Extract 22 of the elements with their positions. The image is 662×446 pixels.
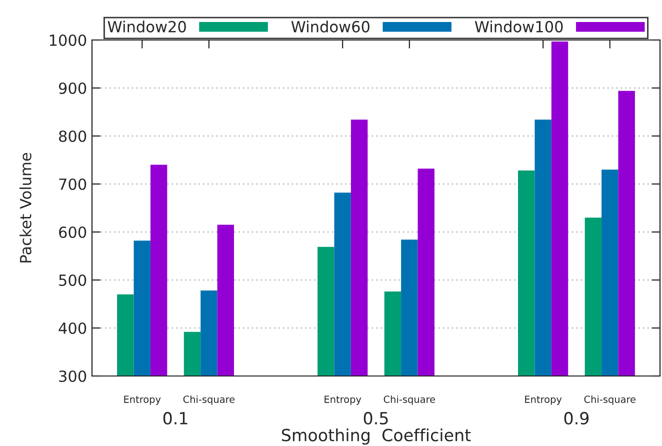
y-tick-label: 700	[59, 178, 86, 190]
y-tick-label: 300	[59, 370, 86, 382]
y-tick-label: 800	[59, 130, 86, 142]
x-tick-label: Entropy	[324, 396, 362, 405]
y-tick-label: 500	[59, 274, 86, 286]
legend-label: Window100	[474, 20, 563, 32]
x-tick-label: Chi-square	[183, 395, 235, 405]
text: 0.9	[564, 412, 589, 425]
y-axis-title: Packet Volume	[20, 152, 32, 262]
x-tick-label: Entropy	[124, 396, 161, 405]
text: 0.5	[364, 412, 388, 425]
y-tick-label: 1000	[50, 34, 86, 46]
y-tick-label: 900	[58, 82, 86, 94]
x-axis-title: Smoothing Coefficient	[282, 428, 471, 445]
legend-label: Window60	[291, 20, 370, 32]
x-tick-label: Chi-square	[584, 395, 636, 405]
y-tick-label: 600	[59, 226, 86, 238]
y-tick-label: 400	[58, 322, 86, 334]
x-tick-label: Entropy	[525, 396, 562, 405]
x-tick-label: Chi-square	[384, 395, 436, 405]
legend-label: Window20	[108, 20, 186, 32]
text: 0.1	[163, 412, 188, 425]
